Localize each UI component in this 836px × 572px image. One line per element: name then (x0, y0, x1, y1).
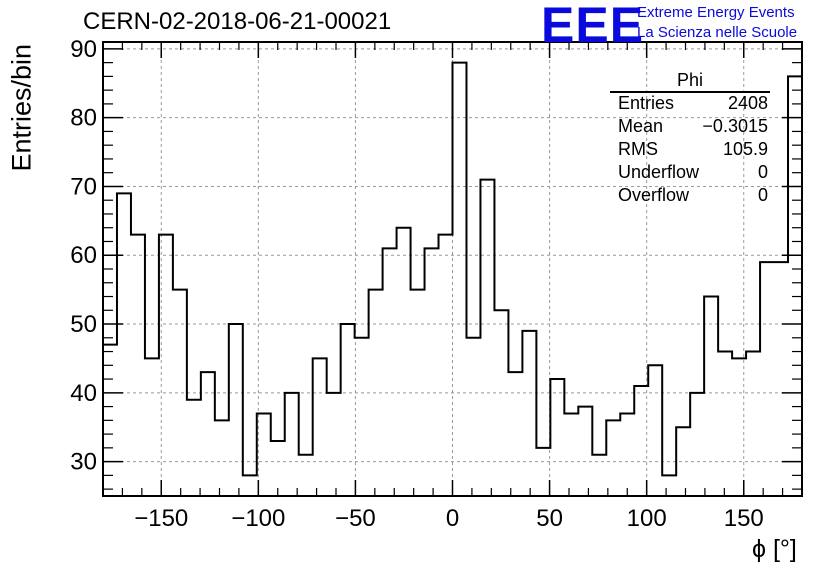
x-tick-label: 100 (627, 505, 667, 532)
x-tick-label: 0 (446, 505, 459, 532)
logo-tagline-1: Extreme Energy Events (637, 4, 795, 21)
stats-label: Mean (618, 116, 664, 136)
stats-value: 0 (757, 185, 768, 205)
axis-ticks (102, 42, 803, 496)
stats-value: 105.9 (722, 139, 768, 159)
stats-label: Overflow (618, 185, 690, 205)
stats-label: Underflow (618, 162, 700, 182)
logo-tagline-2: La Scienza nelle Scuole (637, 24, 798, 41)
plot-frame (102, 41, 803, 497)
y-tick-label: 30 (70, 449, 97, 476)
x-tick-label: −150 (134, 505, 188, 532)
y-tick-label: 60 (70, 242, 97, 269)
y-tick-labels: 30 40 50 60 70 80 90 (70, 36, 97, 476)
stats-row-rms: RMS 105.9 (610, 139, 770, 162)
x-tick-label: −100 (231, 505, 285, 532)
y-tick-label: 80 (70, 105, 97, 132)
stats-label: RMS (618, 139, 658, 159)
stats-row-mean: Mean −0.3015 (610, 116, 770, 139)
x-tick-label: −50 (335, 505, 376, 532)
y-tick-label: 90 (70, 36, 97, 63)
x-axis-label: ϕ [°] (752, 535, 797, 563)
eee-logo: EEE (541, 0, 645, 53)
run-title: CERN-02-2018-06-21-00021 (83, 8, 392, 35)
x-tick-label: 150 (724, 505, 764, 532)
stats-row-entries: Entries 2408 (610, 93, 770, 116)
y-tick-label: 40 (70, 380, 97, 407)
stats-value: 2408 (727, 93, 768, 113)
stats-title: Phi (610, 70, 770, 93)
stats-box: Phi Entries 2408 Mean −0.3015 RMS 105.9 … (610, 70, 770, 208)
stats-row-overflow: Overflow 0 (610, 185, 770, 208)
stats-row-underflow: Underflow 0 (610, 162, 770, 185)
histogram-line (103, 61, 802, 477)
x-tick-label: 50 (536, 505, 563, 532)
stats-label: Entries (618, 93, 675, 113)
stats-value: 0 (757, 162, 768, 182)
stats-value: −0.3015 (702, 116, 768, 136)
y-tick-label: 50 (70, 311, 97, 338)
x-tick-labels: −150 −100 −50 0 50 100 150 (134, 505, 764, 532)
y-tick-label: 70 (70, 173, 97, 200)
y-axis-label: Entries/bin (6, 43, 37, 172)
